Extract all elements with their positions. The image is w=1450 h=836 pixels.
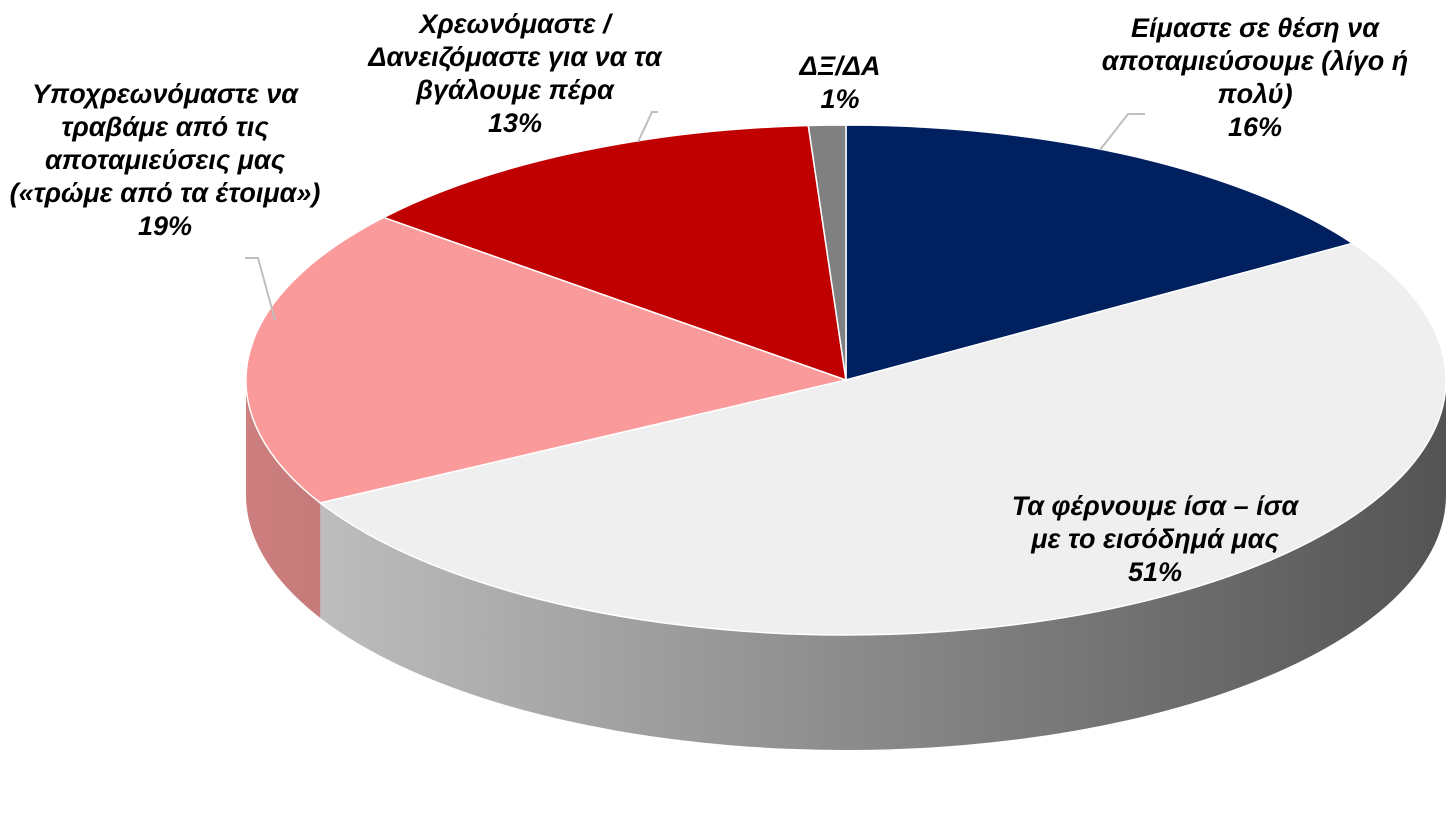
data-label: Χρεωνόμαστε / Δανειζόμαστε για να τα βγά… — [350, 8, 680, 140]
slice — [807, 124, 847, 381]
category-label: ΔΞ/ΔΑ — [799, 51, 881, 81]
data-label: ΔΞ/ΔΑ 1% — [770, 50, 910, 116]
data-label: Τα φέρνουμε ίσα – ίσα με το εισόδημά μας… — [1005, 490, 1305, 589]
data-label: Είμαστε σε θέση να αποταμιεύσουμε (λίγο … — [1100, 12, 1410, 144]
slice — [245, 216, 849, 504]
pie-sides — [246, 380, 1447, 750]
value-label: 1% — [820, 84, 860, 114]
value-label: 51% — [1127, 557, 1183, 587]
slice — [845, 124, 1355, 381]
leader-lines — [245, 111, 1145, 321]
category-label: Τα φέρνουμε ίσα – ίσα με το εισόδημά μας — [1011, 491, 1299, 554]
side-shading — [246, 380, 1446, 750]
value-label: 13% — [487, 108, 543, 138]
value-label: 19% — [137, 211, 193, 241]
category-label: Είμαστε σε θέση να αποταμιεύσουμε (λίγο … — [1101, 13, 1409, 109]
slice — [381, 124, 847, 382]
pie-tops — [245, 124, 1447, 636]
leader-line — [245, 257, 276, 321]
category-label: Χρεωνόμαστε / Δανειζόμαστε για να τα βγά… — [368, 9, 662, 105]
category-label: Υποχρεωνόμαστε να τραβάμε από τις αποταμ… — [9, 79, 321, 208]
value-label: 16% — [1227, 112, 1283, 142]
leader-line — [1099, 113, 1145, 151]
leader-line — [637, 111, 658, 143]
data-label: Υποχρεωνόμαστε να τραβάμε από τις αποταμ… — [0, 78, 338, 243]
slice — [318, 242, 1447, 636]
